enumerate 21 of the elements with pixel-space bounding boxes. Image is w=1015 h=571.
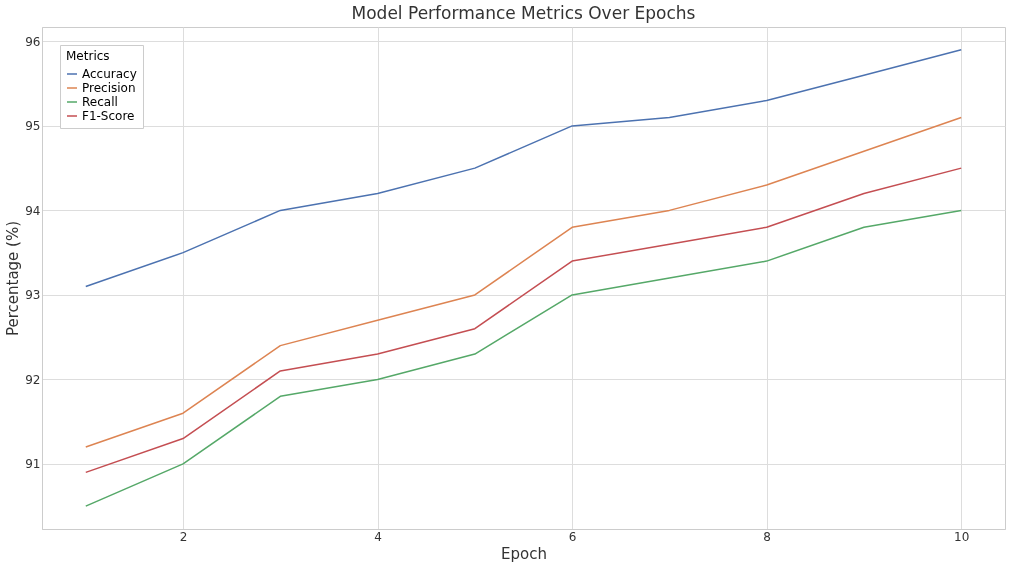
x-tick-label: 8	[763, 529, 771, 544]
y-tick-label: 94	[25, 203, 41, 218]
line-series	[85, 167, 962, 474]
line-series	[85, 209, 962, 507]
y-tick-label: 92	[25, 372, 41, 387]
legend-label: Precision	[82, 81, 136, 95]
y-tick-label: 95	[25, 119, 41, 134]
y-tick-label: 96	[25, 34, 41, 49]
y-tick-label: 91	[25, 457, 41, 472]
x-tick-label: 4	[374, 529, 382, 544]
y-axis-title: Percentage (%)	[4, 220, 23, 337]
legend-title: Metrics	[66, 49, 110, 63]
x-tick-label: 6	[568, 529, 577, 544]
x-tick-label: 2	[179, 529, 188, 544]
x-axis-title: Epoch	[501, 544, 547, 563]
x-tick-label: 10	[954, 529, 970, 544]
legend-label: Recall	[82, 95, 118, 109]
chart-title: Model Performance Metrics Over Epochs	[351, 3, 696, 23]
legend-label: Accuracy	[82, 67, 137, 81]
legend-label: F1-Score	[82, 109, 135, 123]
y-tick-label: 93	[25, 288, 41, 303]
